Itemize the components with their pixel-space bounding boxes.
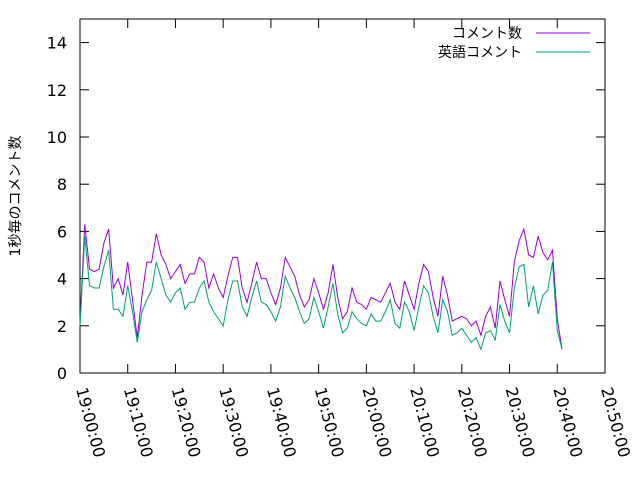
- x-tick-label: 19:40:00: [263, 385, 300, 459]
- x-tick-label: 19:30:00: [215, 385, 252, 459]
- x-tick-label: 20:10:00: [406, 385, 443, 459]
- x-tick-label: 20:40:00: [549, 385, 586, 459]
- series-lines: [79, 224, 563, 351]
- series-line: [79, 224, 563, 350]
- x-tick-label: 19:50:00: [311, 385, 348, 459]
- legend-label: コメント数: [452, 26, 522, 42]
- series-line: [79, 236, 563, 351]
- y-tick-label: 4: [57, 270, 67, 289]
- y-axis-title: 1秒毎のコメント数: [8, 136, 24, 257]
- plot-frame: [79, 18, 606, 374]
- x-tick-label: 19:10:00: [120, 385, 157, 459]
- y-tick-label: 2: [57, 317, 67, 336]
- axis-ticks: 0 2 4 6 8 10 12 14 19:00:00 19:10:00 19:20:00 19:30…: [47, 19, 634, 459]
- x-tick-label: 20:20:00: [454, 385, 491, 459]
- x-tick-label: 20:30:00: [502, 385, 539, 459]
- y-tick-label: 12: [47, 81, 67, 100]
- legend-label: 英語コメント: [438, 44, 522, 61]
- x-tick-label: 19:20:00: [168, 385, 205, 459]
- y-tick-label: 0: [57, 364, 67, 383]
- y-tick-label: 8: [57, 175, 67, 194]
- y-tick-label: 14: [47, 34, 67, 53]
- x-tick-label: 20:00:00: [358, 385, 395, 459]
- x-tick-label: 19:00:00: [72, 385, 109, 459]
- x-tick-label: 20:50:00: [597, 385, 634, 459]
- y-tick-label: 6: [57, 222, 67, 241]
- y-tick-label: 10: [47, 128, 67, 147]
